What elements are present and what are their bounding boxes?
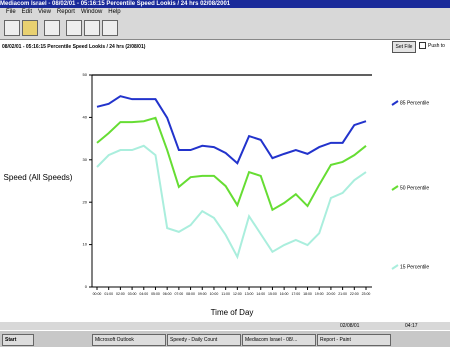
menu-item[interactable]: View xyxy=(38,9,51,15)
set-file-button[interactable]: Set File xyxy=(392,41,416,53)
legend-label: 15 Percentile xyxy=(400,264,429,270)
start-button[interactable]: Start xyxy=(2,334,34,346)
x-tick-label: 00:00 xyxy=(93,292,102,296)
legend-swatch xyxy=(391,100,399,106)
x-tick-label: 01:00 xyxy=(104,292,113,296)
x-axis-label: Time of Day xyxy=(211,308,254,317)
copy-button[interactable] xyxy=(84,20,100,36)
checkbox-label: Push to xyxy=(428,42,445,49)
menu-bar: File Edit View Report Window Help xyxy=(0,8,450,17)
x-tick-label: 22:00 xyxy=(350,292,359,296)
report-header: 08/02/01 - 05:16:15 Percentile Speed Loo… xyxy=(2,44,146,50)
menu-item[interactable]: Window xyxy=(80,9,103,15)
legend-swatch xyxy=(391,185,399,191)
cut-button[interactable] xyxy=(66,20,82,36)
y-tick-label: 50 xyxy=(83,72,88,77)
menu-item[interactable]: File xyxy=(6,9,16,15)
y-tick-label: 30 xyxy=(83,157,88,162)
open-button[interactable] xyxy=(22,20,38,36)
status-bar: 02/08/01 04:17 xyxy=(0,322,450,330)
y-tick-label: 0 xyxy=(85,284,88,289)
x-tick-label: 17:00 xyxy=(291,292,300,296)
toolbar xyxy=(0,17,450,40)
menu-item[interactable]: Help xyxy=(108,9,121,15)
push-checkbox[interactable]: Push to xyxy=(419,42,445,49)
x-tick-label: 02:00 xyxy=(116,292,125,296)
x-tick-label: 15:00 xyxy=(268,292,277,296)
menu-item[interactable]: Edit xyxy=(21,9,33,15)
x-tick-label: 20:00 xyxy=(327,292,336,296)
y-tick-label: 10 xyxy=(83,242,88,247)
x-tick-label: 07:00 xyxy=(174,292,183,296)
paste-button[interactable] xyxy=(102,20,118,36)
status-date: 02/08/01 xyxy=(340,323,360,329)
legend-label: 85 Percentile xyxy=(400,100,429,106)
task-button[interactable]: Report - Paint xyxy=(317,334,391,346)
task-button[interactable]: Mediacom Israel - 08/... xyxy=(242,334,316,346)
x-tick-label: 16:00 xyxy=(280,292,289,296)
x-tick-label: 11:00 xyxy=(221,292,230,296)
y-tick-label: 40 xyxy=(83,114,88,119)
status-time: 04:17 xyxy=(405,323,418,329)
print-button[interactable] xyxy=(44,20,60,36)
x-tick-label: 14:00 xyxy=(256,292,265,296)
x-tick-label: 06:00 xyxy=(163,292,172,296)
x-tick-label: 03:00 xyxy=(128,292,137,296)
x-tick-label: 21:00 xyxy=(338,292,347,296)
legend-swatch xyxy=(391,264,399,270)
x-tick-label: 05:00 xyxy=(151,292,160,296)
x-tick-label: 04:00 xyxy=(139,292,148,296)
new-button[interactable] xyxy=(4,20,20,36)
chart: Speed (All Speeds) Time of Day 0 10 20 30 40… xyxy=(4,72,430,317)
series-line xyxy=(96,116,367,212)
menu-item[interactable]: Report xyxy=(56,9,75,15)
task-button[interactable]: Microsoft Outlook xyxy=(92,334,166,346)
x-tick-label: 09:00 xyxy=(198,292,207,296)
x-tick-label: 13:00 xyxy=(245,292,254,296)
x-tick-label: 18:00 xyxy=(303,292,312,296)
x-tick-label: 12:00 xyxy=(233,292,242,296)
series-line xyxy=(96,95,367,165)
x-tick-label: 19:00 xyxy=(315,292,324,296)
task-button[interactable]: Speedy - Daily Count xyxy=(167,334,241,346)
x-tick-label: 23:00 xyxy=(362,292,371,296)
x-tick-label: 10:00 xyxy=(210,292,219,296)
taskbar: Start Microsoft Outlook Speedy - Daily Co… xyxy=(0,330,450,347)
legend-label: 50 Percentile xyxy=(400,185,429,191)
x-tick-label: 08:00 xyxy=(186,292,195,296)
title-bar: Mediacom Israel - 08/02/01 - 05:16:15 Pe… xyxy=(0,0,450,8)
series-line xyxy=(96,144,367,260)
y-tick-label: 20 xyxy=(83,199,88,204)
y-axis-label: Speed (All Speeds) xyxy=(4,173,73,182)
